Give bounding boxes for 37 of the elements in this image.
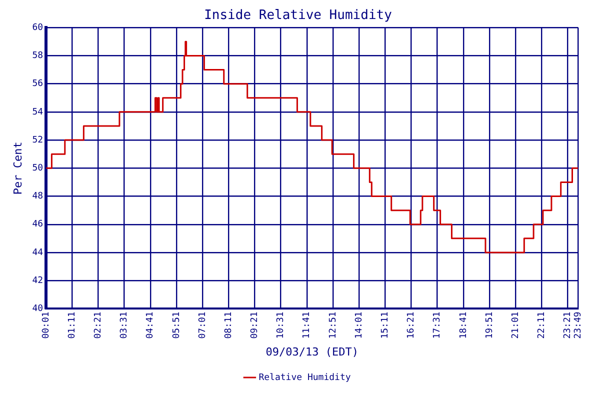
x-tick-label: 21:01: [510, 312, 521, 339]
y-axis-title: Per Cent: [11, 142, 24, 195]
y-tick-label: 54: [32, 107, 44, 118]
x-tick-label: 08:11: [224, 312, 234, 339]
x-tick-label: 05:51: [172, 312, 182, 339]
y-tick-label: 56: [32, 79, 44, 90]
x-tick-label: 00:01: [41, 312, 52, 339]
x-tick-label: 03:31: [120, 312, 130, 339]
x-tick-label: 04:41: [146, 312, 156, 339]
x-tick-label: 19:51: [484, 312, 495, 339]
y-tick-label: 50: [32, 164, 44, 174]
x-axis-title: 09/03/13 (EDT): [266, 345, 358, 358]
x-tick-label: 09:21: [250, 312, 260, 339]
y-tick-label: 58: [32, 51, 44, 62]
x-tick-label: 23:21: [563, 312, 574, 339]
x-tick-label: 07:01: [198, 312, 208, 339]
x-tick-label: 23:49: [574, 312, 584, 339]
y-tick-label: 52: [32, 135, 44, 146]
y-tick-label: 60: [32, 22, 44, 33]
x-tick-label: 18:41: [458, 312, 469, 339]
y-tick-label: 40: [32, 304, 44, 314]
y-tick-label: 42: [32, 276, 44, 286]
x-tick-label: 11:41: [302, 312, 312, 339]
x-tick-label: 01:11: [67, 312, 78, 339]
x-tick-label: 17:31: [432, 312, 443, 339]
x-tick-label: 15:11: [380, 312, 391, 339]
y-tick-label: 44: [32, 248, 44, 258]
x-tick-label: 10:31: [276, 312, 286, 339]
x-tick-label: 16:21: [406, 312, 417, 339]
y-tick-label: 46: [32, 220, 44, 230]
x-tick-label: 12:51: [328, 312, 338, 339]
x-tick-label: 02:21: [94, 312, 104, 339]
legend-label: Relative Humidity: [258, 372, 352, 383]
x-tick-label: 22:11: [537, 312, 548, 339]
y-tick-label: 48: [32, 192, 44, 202]
chart-title: Inside Relative Humidity: [204, 8, 392, 24]
x-tick-label: 14:01: [354, 312, 364, 339]
